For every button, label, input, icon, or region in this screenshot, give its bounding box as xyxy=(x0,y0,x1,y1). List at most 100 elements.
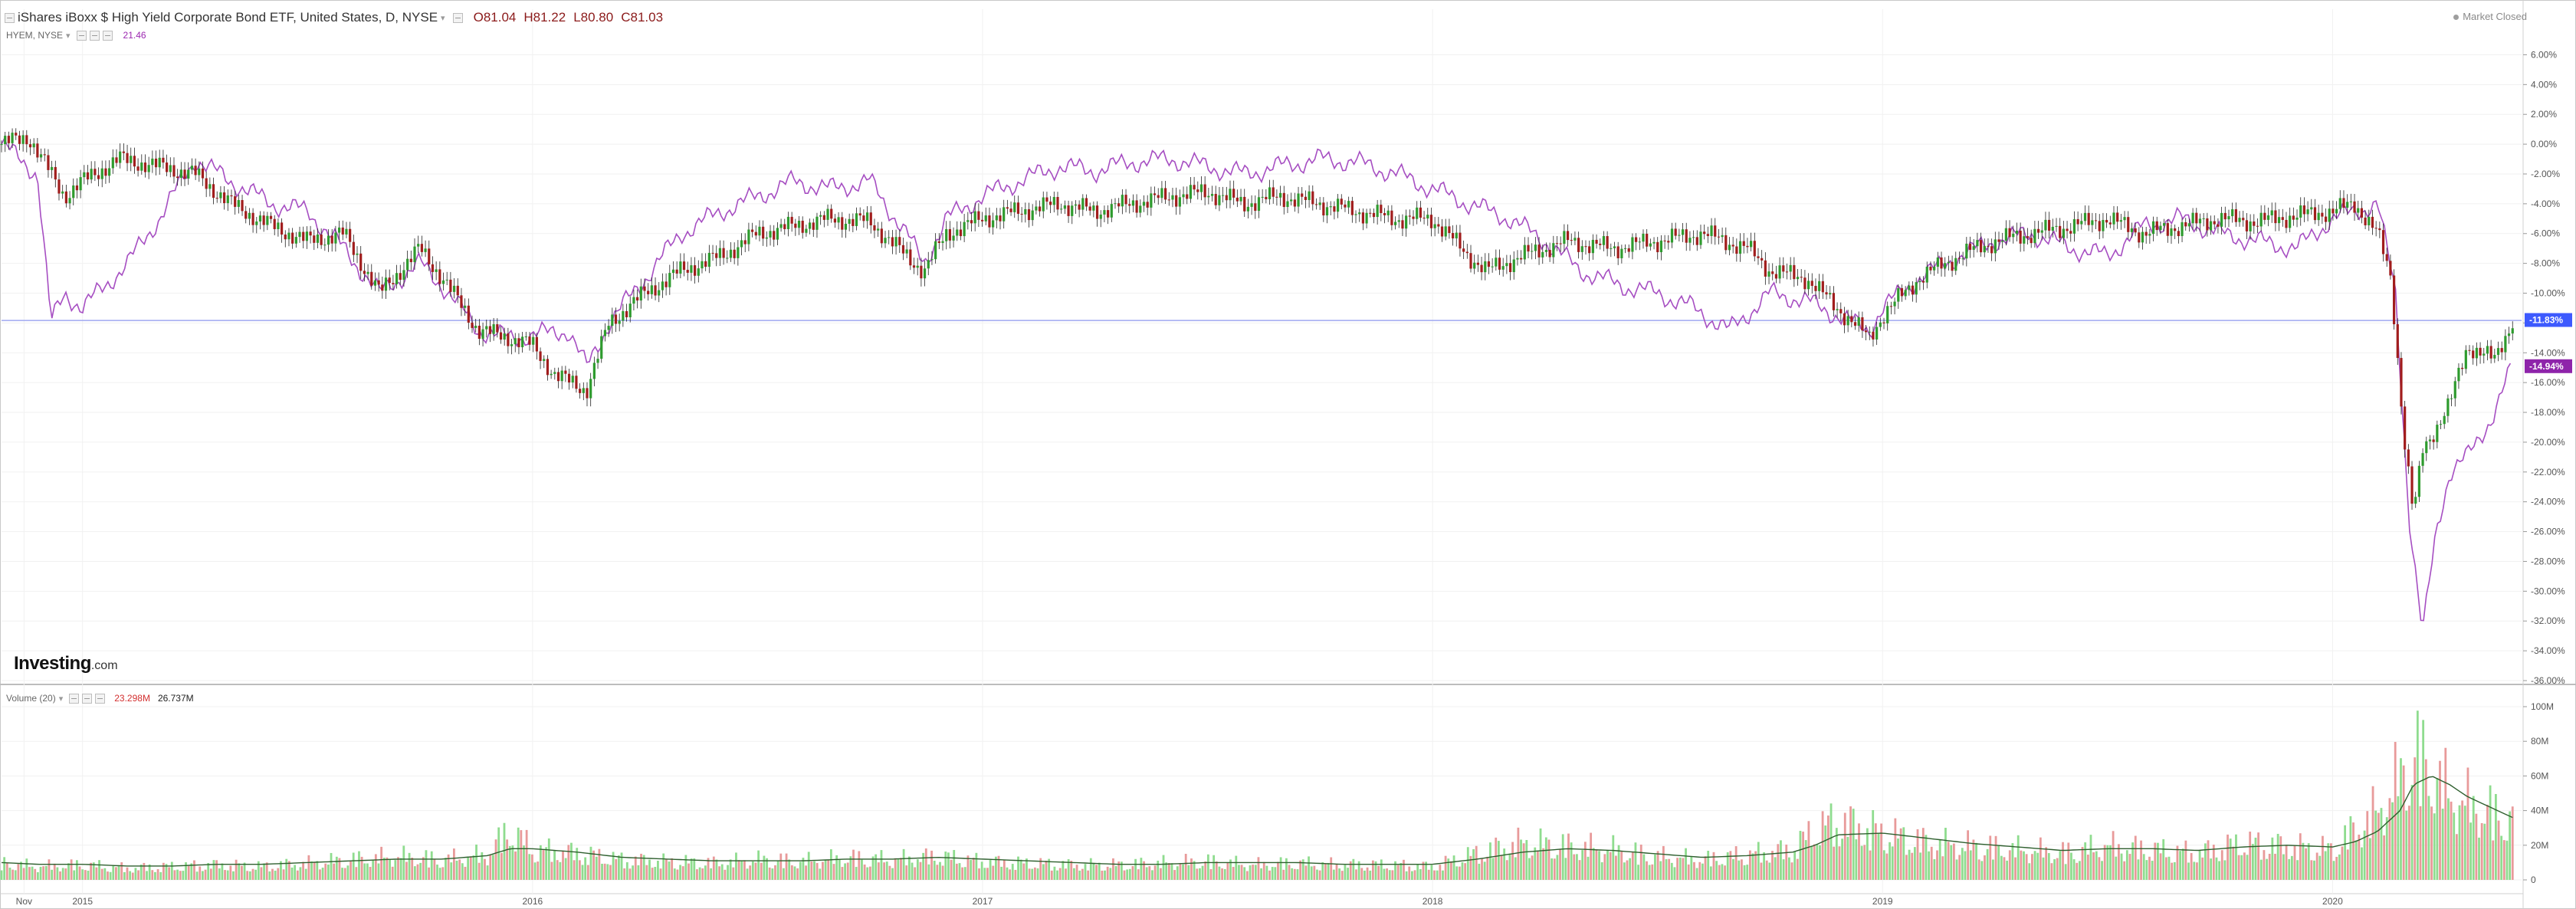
candle-body xyxy=(464,305,467,308)
volume-bar xyxy=(2106,845,2109,880)
volume-bar xyxy=(1615,855,1617,880)
candle-body xyxy=(305,231,309,241)
volume-bar xyxy=(1511,842,1514,880)
volume-bar xyxy=(888,865,891,880)
volume-visibility-button[interactable] xyxy=(69,693,80,704)
volume-bar xyxy=(2335,856,2338,880)
candle-body xyxy=(618,320,621,324)
volume-bar xyxy=(651,868,654,880)
volume-bar xyxy=(2196,862,2198,880)
candle-body xyxy=(1380,205,1383,214)
volume-bar xyxy=(2045,847,2048,880)
compare-remove-button[interactable] xyxy=(102,30,113,41)
last-value-tag-label: -11.83% xyxy=(2529,315,2563,326)
candle-body xyxy=(1189,185,1193,199)
candle-body xyxy=(1480,264,1483,273)
volume-bar xyxy=(2235,834,2237,880)
volume-bar xyxy=(1938,839,1941,880)
volume-bar xyxy=(1369,870,1372,880)
volume-remove-button[interactable] xyxy=(95,693,106,704)
chevron-down-icon[interactable]: ▾ xyxy=(441,13,445,23)
compare-visibility-button[interactable] xyxy=(76,30,87,41)
volume-bar xyxy=(2064,864,2067,880)
candle-body xyxy=(441,280,445,284)
compare-settings-button[interactable] xyxy=(89,30,100,41)
candle-body xyxy=(2217,224,2220,227)
volume-bar xyxy=(455,860,458,880)
legend-toggle-button[interactable] xyxy=(452,12,463,23)
volume-settings-button[interactable] xyxy=(82,693,93,704)
candle-body xyxy=(1936,257,1939,267)
candle-body xyxy=(1009,208,1012,212)
volume-bar xyxy=(2115,856,2118,880)
volume-bar xyxy=(950,859,953,880)
candle-body xyxy=(2263,212,2266,220)
candle-body xyxy=(28,144,32,148)
candle-body xyxy=(2457,367,2460,382)
volume-bar xyxy=(2492,840,2495,880)
collapse-button[interactable] xyxy=(5,12,15,23)
volume-bar xyxy=(1408,866,1411,880)
volume-bar xyxy=(123,871,126,880)
volume-bar xyxy=(2193,861,2196,880)
candle-body xyxy=(108,168,111,176)
volume-bar xyxy=(763,855,766,880)
candle-body xyxy=(2400,358,2403,407)
candle-body xyxy=(1810,281,1813,286)
volume-bar xyxy=(2101,861,2103,880)
volume-bar xyxy=(1701,863,1704,880)
chevron-down-icon[interactable]: ▾ xyxy=(66,31,71,41)
candle-body xyxy=(747,229,750,244)
candle-body xyxy=(927,260,930,269)
volume-bar xyxy=(849,856,852,880)
candle-body xyxy=(1459,232,1462,249)
volume-bar xyxy=(416,864,419,880)
candle-body xyxy=(543,359,546,361)
volume-bar xyxy=(1916,829,1919,880)
candle-body xyxy=(762,226,765,239)
volume-bar xyxy=(573,860,576,880)
volume-bar xyxy=(1226,862,1229,880)
volume-bar xyxy=(774,865,776,880)
candle-body xyxy=(844,223,848,230)
volume-bar xyxy=(1481,858,1483,880)
candle-body xyxy=(2048,219,2051,231)
candle-body xyxy=(388,277,391,284)
candle-body xyxy=(521,336,524,348)
candle-body xyxy=(2482,353,2486,356)
candle-body xyxy=(1465,251,1468,254)
volume-bar xyxy=(1819,845,1821,880)
candle-body xyxy=(2191,212,2194,224)
volume-bar xyxy=(941,865,944,880)
volume-bar xyxy=(36,871,39,880)
volume-bar xyxy=(2327,843,2330,880)
candle-body xyxy=(90,169,93,180)
volume-bar xyxy=(2207,840,2210,880)
candle-body xyxy=(812,222,815,230)
volume-bar xyxy=(1170,863,1173,880)
volume-bar xyxy=(693,858,696,880)
candle-body xyxy=(1175,195,1178,207)
volume-bar xyxy=(1606,849,1609,880)
candle-body xyxy=(1293,199,1296,207)
chevron-down-icon[interactable]: ▾ xyxy=(58,694,64,704)
last-value-tag xyxy=(2525,359,2572,373)
candle-body xyxy=(122,151,125,153)
volume-bar xyxy=(2173,861,2176,880)
ohlc-close: C81.03 xyxy=(621,10,664,25)
candle-body xyxy=(1282,192,1285,208)
volume-bar xyxy=(170,861,173,880)
candle-body xyxy=(701,261,704,269)
compare-legend: HYEM, NYSE ▾ 21.46 xyxy=(6,28,146,43)
candle-body xyxy=(1738,241,1742,254)
candle-body xyxy=(1487,261,1491,267)
y-tick-label: -34.00% xyxy=(2531,645,2565,656)
volume-bar xyxy=(2455,834,2458,880)
volume-bar xyxy=(3,857,6,880)
candle-body xyxy=(2511,328,2514,334)
candle-body xyxy=(1774,274,1778,279)
candle-body xyxy=(1229,189,1232,201)
volume-bar xyxy=(1564,858,1567,880)
candle-body xyxy=(130,156,133,163)
